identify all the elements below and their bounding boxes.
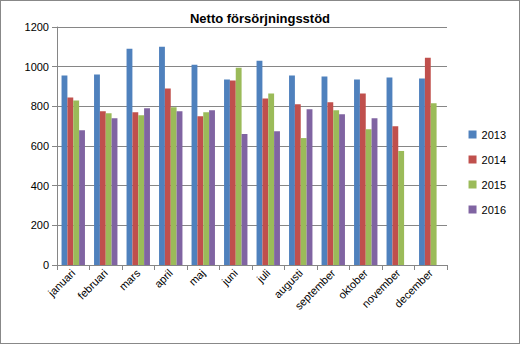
svg-text:0: 0 xyxy=(43,259,49,271)
svg-text:oktober: oktober xyxy=(335,266,370,302)
svg-text:september: september xyxy=(292,267,337,312)
svg-text:1000: 1000 xyxy=(25,61,49,73)
svg-text:400: 400 xyxy=(31,180,49,192)
svg-text:april: april xyxy=(152,267,175,290)
svg-text:800: 800 xyxy=(31,100,49,112)
svg-text:augusti: augusti xyxy=(271,266,305,301)
svg-text:maj: maj xyxy=(186,267,207,288)
svg-text:december: december xyxy=(392,267,435,310)
svg-text:juni: juni xyxy=(219,267,240,288)
svg-text:200: 200 xyxy=(31,219,49,231)
svg-text:mars: mars xyxy=(117,266,143,292)
svg-text:2013: 2013 xyxy=(482,129,506,141)
svg-text:november: november xyxy=(359,266,403,310)
svg-text:2015: 2015 xyxy=(482,179,506,191)
svg-text:juli: juli xyxy=(254,267,273,286)
svg-text:Netto försörjningsstöd: Netto försörjningsstöd xyxy=(190,11,330,26)
svg-text:2014: 2014 xyxy=(482,154,506,166)
svg-text:februari: februari xyxy=(75,267,110,302)
svg-text:januari: januari xyxy=(45,267,78,300)
svg-text:1200: 1200 xyxy=(25,21,49,33)
svg-text:600: 600 xyxy=(31,140,49,152)
svg-text:2016: 2016 xyxy=(482,204,506,216)
